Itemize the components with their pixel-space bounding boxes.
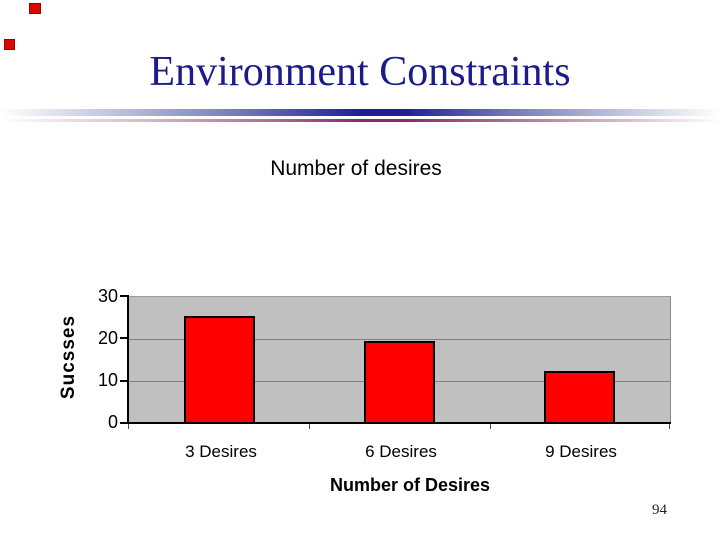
bar-3-desires xyxy=(183,316,255,424)
plot-area xyxy=(129,296,671,424)
y-tick-mark-0 xyxy=(120,422,127,424)
red-square-decoration-top xyxy=(29,3,41,14)
y-tick-mark-20 xyxy=(120,337,127,339)
category-label-6-desires: 6 Desires xyxy=(365,442,437,461)
y-tick-label-0: 0 xyxy=(107,412,118,432)
category-label-3-desires: 3 Desires xyxy=(185,442,257,461)
y-tick-label-10: 10 xyxy=(97,370,118,390)
divider-gradient-blue xyxy=(0,109,720,116)
chart-title: Number of desires xyxy=(270,157,442,180)
slide-title: Environment Constraints xyxy=(149,49,571,95)
y-axis-line xyxy=(127,295,129,424)
x-tick-mark-left-edge xyxy=(128,424,129,429)
y-tick-mark-30 xyxy=(120,295,127,297)
x-tick-mark-2 xyxy=(490,424,491,429)
y-tick-label-20: 20 xyxy=(97,328,118,348)
x-axis-line xyxy=(127,422,671,424)
x-tick-mark-1 xyxy=(309,424,310,429)
category-label-9-desires: 9 Desires xyxy=(545,442,617,461)
y-tick-mark-10 xyxy=(120,380,127,382)
divider-gradient-maroon xyxy=(0,119,720,122)
gridline-20 xyxy=(129,339,670,340)
page-number: 94 xyxy=(652,502,667,518)
y-tick-label-30: 30 xyxy=(97,286,118,306)
bar-9-desires xyxy=(544,371,616,424)
bar-6-desires xyxy=(364,341,435,424)
x-tick-mark-right-edge xyxy=(669,424,670,429)
x-axis-title: Number of Desires xyxy=(329,475,491,495)
red-square-decoration-left xyxy=(4,39,15,50)
